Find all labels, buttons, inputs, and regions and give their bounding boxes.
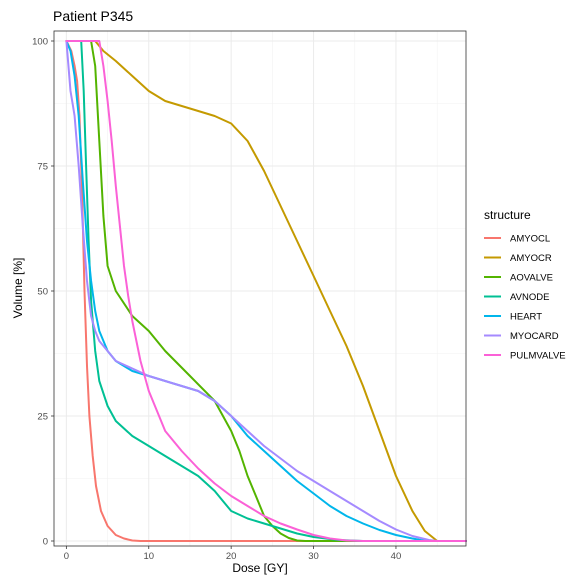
legend-label: PULMVALVE <box>510 351 566 362</box>
legend-item-amyocr: AMYOCR <box>484 253 552 264</box>
legend-label: AVNODE <box>510 292 549 303</box>
legend-item-heart: HEART <box>484 312 542 323</box>
plot-border <box>53 30 467 547</box>
x-tick-label: 20 <box>226 551 237 562</box>
legend-label: AOVALVE <box>510 273 553 284</box>
series-lines <box>65 40 467 542</box>
x-tick-label: 40 <box>391 551 402 562</box>
legend-label: AMYOCR <box>510 253 552 264</box>
series-line-pulmvalve <box>65 40 467 542</box>
y-tick-label: 0 <box>43 537 48 548</box>
y-tick-label: 25 <box>37 412 48 423</box>
legend: structure AMYOCL AMYOCR AOVALVE AVNODE HEART… <box>484 208 566 362</box>
plot-panel <box>54 31 466 546</box>
x-tick-label: 0 <box>64 551 69 562</box>
y-axis: 0 25 50 75 100 <box>32 37 54 548</box>
x-axis-title: Dose [GY] <box>232 561 287 575</box>
x-tick-label: 30 <box>308 551 319 562</box>
legend-item-pulmvalve: PULMVALVE <box>484 351 566 362</box>
y-tick-label: 100 <box>32 37 48 48</box>
legend-item-myocard: MYOCARD <box>484 331 559 342</box>
grid-minor <box>54 31 466 546</box>
y-tick-label: 50 <box>37 287 48 298</box>
legend-item-avnode: AVNODE <box>484 292 549 303</box>
series-line-amyocr <box>65 40 467 542</box>
legend-label: MYOCARD <box>510 331 559 342</box>
y-tick-label: 75 <box>37 162 48 173</box>
legend-label: HEART <box>510 312 542 323</box>
legend-item-aovalve: AOVALVE <box>484 273 553 284</box>
series-line-myocard <box>65 40 467 542</box>
y-axis-title: Volume [%] <box>11 258 25 319</box>
legend-item-amyocl: AMYOCL <box>484 234 550 245</box>
legend-label: AMYOCL <box>510 234 550 245</box>
x-tick-label: 10 <box>143 551 154 562</box>
x-axis: 0 10 20 30 40 <box>64 546 402 562</box>
legend-title: structure <box>484 208 531 222</box>
series-line-amyocl <box>65 40 467 542</box>
chart-title: Patient P345 <box>53 8 133 24</box>
